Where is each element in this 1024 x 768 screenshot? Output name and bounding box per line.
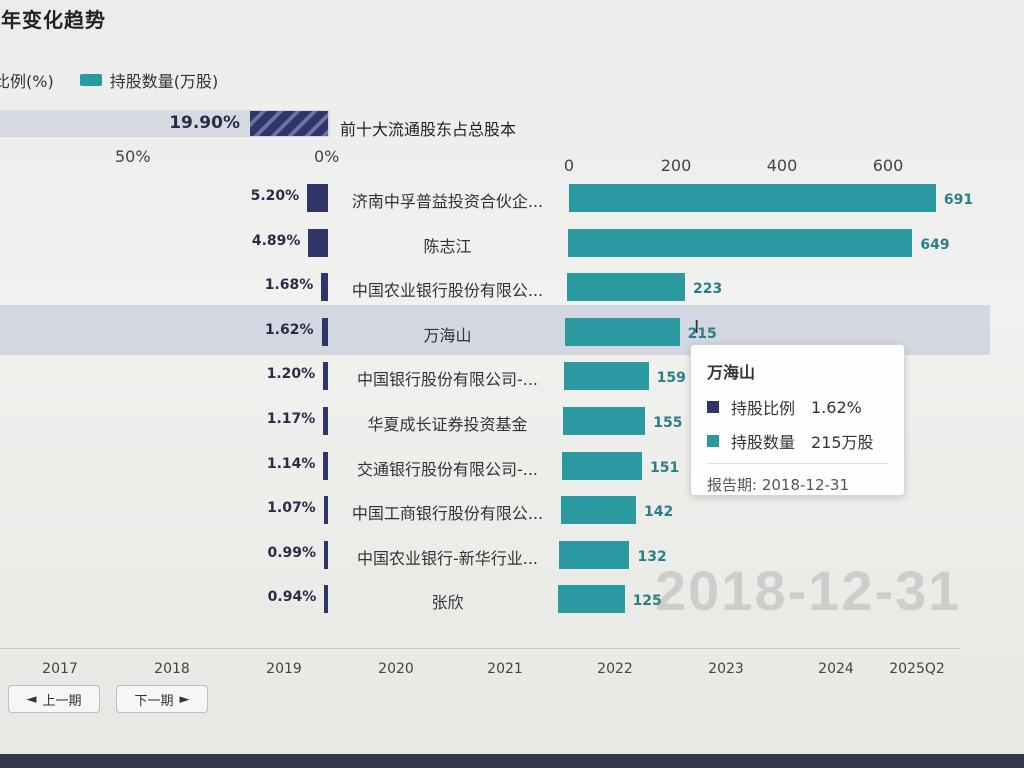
qty-data-label: 142 [644,504,674,521]
share-data-label: 1.68% [264,277,314,294]
share-bar[interactable] [307,184,328,212]
category-label: 中国银行股份有限公司-... [356,370,539,390]
qty-bar[interactable] [563,407,646,435]
qty-bar[interactable] [558,585,625,614]
qty-data-label: 151 [649,459,680,476]
qty-data-label: 691 [943,192,974,208]
qty-data-label: 132 [637,548,667,565]
legend-label-qty: 持股数量(万股) [109,72,219,91]
axis-right-tick-600: 600 [872,156,904,175]
tooltip-swatch-share [707,401,719,413]
text-cursor-icon: I [694,317,700,338]
timeline-year[interactable]: 2024 [818,661,854,677]
timeline-track[interactable] [0,648,960,649]
tooltip-date: 报告期: 2018-12-31 [707,476,849,494]
qty-data-label: 649 [920,236,950,253]
category-label: 交通银行股份有限公司-... [356,459,539,479]
qty-bar[interactable] [561,451,642,480]
timeline-year[interactable]: 2022 [597,661,633,677]
summary-pct-label: 19.90% [169,113,240,133]
qty-bar[interactable] [566,273,685,302]
legend-item-share[interactable]: 持股比例(%) [0,68,54,92]
timeline-year[interactable]: 2018 [154,661,190,677]
share-bar[interactable] [321,273,328,302]
tooltip-row-qty: 持股数量 215万股 [707,429,888,453]
share-bar[interactable] [324,585,328,614]
axis-left-tick-50: 50% [115,147,151,166]
axis-right-tick-0: 0 [563,156,575,175]
next-arrow-icon: ► [179,691,190,707]
timeline-year[interactable]: 2020 [378,661,414,677]
date-watermark: 2018-12-31 [655,559,962,622]
tooltip-swatch-qty [707,435,719,447]
tooltip-qty-name: 持股数量 [731,433,796,452]
category-label: 济南中孚普益投资合伙企... [351,192,544,211]
qty-bar[interactable] [559,540,630,569]
share-data-label: 1.20% [266,366,316,383]
share-bar[interactable] [321,317,328,346]
category-label: 张欣 [431,593,464,613]
timeline-year[interactable]: 2023 [708,661,744,677]
category-label: 华夏成长证券投资基金 [367,415,528,434]
share-data-label: 5.20% [250,188,300,204]
prev-period-label: 上一期 [42,693,82,709]
share-bar[interactable] [323,407,328,435]
share-data-label: 1.07% [267,500,316,517]
prev-arrow-icon: ◄ [26,691,37,707]
qty-data-label: 159 [656,370,686,387]
summary-bar[interactable] [250,111,328,136]
category-label: 万海山 [423,325,472,345]
timeline-year[interactable]: 2017 [42,661,78,677]
timeline-year[interactable]: 2025Q2 [889,661,945,677]
qty-data-label: 155 [653,415,683,431]
legend-label-share: 持股比例(%) [0,72,54,91]
qty-bar[interactable] [560,496,636,525]
prev-period-button[interactable]: ◄ 上一期 [8,685,100,713]
category-label: 中国工商银行股份有限公... [351,504,544,524]
tooltip-share-value: 1.62% [811,397,862,417]
share-data-label: 0.99% [267,544,317,561]
summary-label: 前十大流通股东占总股本 [340,120,517,139]
qty-data-label: 215 [687,325,717,342]
next-period-label: 下一期 [134,693,174,709]
category-label: 陈志江 [423,236,472,256]
timeline-year[interactable]: 2021 [487,661,523,677]
share-data-label: 0.94% [267,589,317,606]
chart-title: 历年变化趋势 [0,8,106,32]
tooltip-row-share: 持股比例 1.62% [707,395,888,419]
share-data-label: 4.89% [251,232,301,249]
share-data-label: 1.14% [266,455,316,472]
tooltip-title: 万海山 [707,363,756,382]
tooltip-divider [707,463,888,464]
axis-right-tick-400: 400 [766,156,798,175]
taskbar-strip [0,754,1024,768]
tooltip-qty-value: 215万股 [811,433,874,452]
legend-swatch-qty [79,74,102,86]
share-bar[interactable] [308,228,328,257]
legend: 持股比例(%) 持股数量(万股) [0,68,244,92]
share-bar[interactable] [323,451,328,480]
qty-data-label: 125 [632,593,662,610]
timeline-year[interactable]: 2019 [266,661,302,677]
axis-right-tick-200: 200 [660,156,692,175]
share-data-label: 1.62% [264,321,314,338]
share-data-label: 1.17% [266,411,316,427]
share-bar[interactable] [323,496,328,525]
category-label: 中国农业银行股份有限公... [351,281,544,301]
next-period-button[interactable]: 下一期 ► [116,685,208,713]
category-label: 中国农业银行-新华行业... [356,548,539,568]
tooltip-share-name: 持股比例 [731,399,796,418]
axis-left-tick-0: 0% [314,147,340,166]
tooltip: 万海山 持股比例 1.62% 持股数量 215万股 报告期: 2018-12-3… [690,344,905,496]
qty-bar[interactable] [564,362,649,391]
qty-bar[interactable] [567,228,913,257]
qty-bar[interactable] [569,184,936,212]
legend-item-qty[interactable]: 持股数量(万股) [79,68,219,92]
qty-bar[interactable] [565,317,680,346]
share-bar[interactable] [323,362,328,391]
share-bar[interactable] [324,540,328,569]
qty-data-label: 223 [693,281,723,298]
